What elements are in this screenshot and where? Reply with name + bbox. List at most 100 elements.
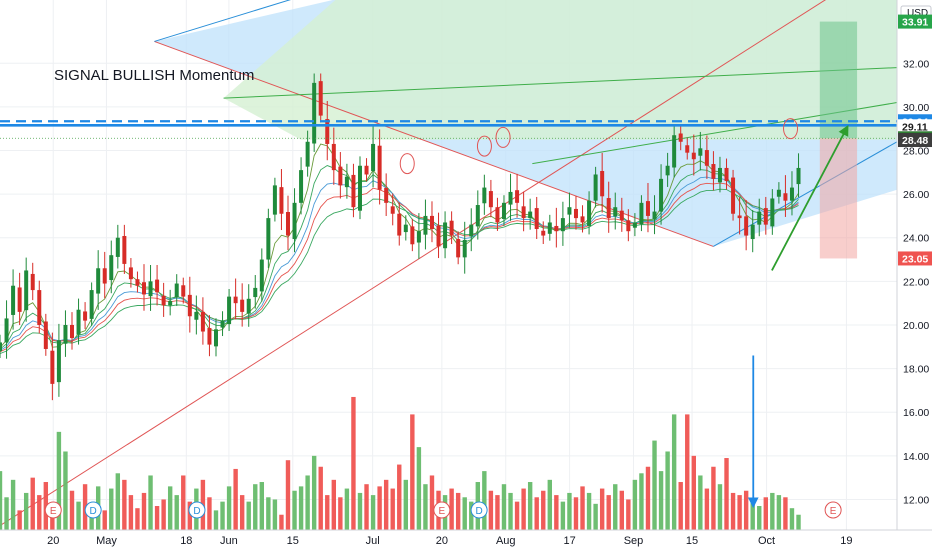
- candle-body: [312, 82, 317, 144]
- candle-body: [528, 211, 533, 219]
- candle-body: [711, 164, 716, 179]
- volume-bar: [455, 492, 461, 530]
- volume-bar: [390, 488, 395, 530]
- x-tick-label: 18: [180, 535, 192, 547]
- candle-body: [200, 311, 205, 332]
- candle-body: [632, 222, 637, 228]
- volume-bar: [717, 484, 723, 530]
- volume-bar: [495, 495, 500, 530]
- volume-bar: [226, 486, 232, 530]
- volume-bar: [4, 497, 9, 530]
- candle-body: [547, 222, 552, 234]
- x-tick-label: 20: [47, 535, 59, 547]
- y-axis-panel: [897, 0, 932, 550]
- candle-body: [30, 273, 35, 291]
- candle-body: [377, 145, 382, 190]
- volume-bar: [639, 473, 644, 530]
- earnings-marker: [433, 501, 451, 519]
- candle-body: [390, 206, 395, 214]
- x-axis: 20 May 18 Jun 15 Jul 20 Aug 17 Sep 15 Oct 19: [0, 529, 932, 550]
- candle-layer: [0, 73, 801, 401]
- candle-body: [17, 287, 22, 312]
- volume-bar: [279, 514, 284, 530]
- candle-body: [469, 224, 474, 237]
- volume-bar: [154, 506, 160, 530]
- volume-bar: [109, 488, 114, 530]
- volume-bar: [527, 482, 533, 530]
- price-badge: [898, 14, 932, 29]
- volume-bar: [626, 499, 631, 530]
- volume-bar: [757, 506, 762, 530]
- candle-body: [587, 200, 592, 226]
- highlight-circle: [399, 153, 415, 175]
- candle-body: [796, 167, 801, 185]
- x-tick-label: Sep: [624, 535, 644, 547]
- x-tick-label: 19: [840, 535, 852, 547]
- candle-body: [678, 133, 683, 142]
- volume-bar: [82, 484, 88, 530]
- volume-bar: [796, 514, 801, 530]
- candle-body: [50, 350, 55, 384]
- volume-bar: [325, 495, 330, 530]
- candle-body: [148, 281, 153, 297]
- candle-body: [227, 296, 232, 325]
- volume-bar: [698, 475, 703, 530]
- candle-body: [443, 222, 448, 249]
- candle-body: [600, 170, 605, 197]
- highlight-circle: [783, 118, 799, 140]
- volume-bar: [462, 497, 467, 530]
- candle-body: [266, 218, 271, 260]
- candle-body: [76, 309, 81, 335]
- volume-bar: [122, 479, 127, 530]
- volume-bar: [469, 501, 474, 530]
- ema-ribbon: [0, 176, 799, 351]
- volume-bar: [416, 447, 422, 530]
- target-stop-zone: [819, 138, 858, 259]
- candle-body: [11, 285, 16, 315]
- volume-bar: [789, 508, 795, 530]
- y-tick-label: 26.00: [903, 189, 929, 201]
- x-tick-label: Jun: [220, 535, 238, 547]
- candle-body: [619, 210, 624, 221]
- candle-body: [423, 215, 428, 235]
- candle-body: [168, 300, 173, 306]
- candle-body: [371, 143, 376, 171]
- dividend-marker: [84, 501, 102, 519]
- volume-bar: [285, 460, 291, 530]
- volume-bar: [213, 510, 219, 530]
- volume-bar: [514, 501, 520, 530]
- candle-body: [495, 207, 500, 223]
- volume-bar: [364, 484, 369, 530]
- fork-blue-lower: [713, 141, 898, 247]
- candle-body: [776, 189, 781, 197]
- candle-body: [325, 119, 330, 144]
- candle-body: [56, 340, 61, 383]
- volume-bar: [619, 490, 624, 530]
- volume-bar: [76, 501, 81, 530]
- y-tick-label: 18.00: [903, 364, 929, 376]
- volume-bar: [730, 492, 736, 530]
- price-badge-label: 28.48: [902, 135, 928, 147]
- dividend-marker: [188, 501, 206, 519]
- volume-bar: [508, 492, 513, 530]
- volume-bar: [691, 455, 696, 530]
- candle-body: [665, 165, 670, 176]
- volume-bar: [305, 475, 310, 530]
- candle-body: [789, 187, 794, 201]
- volume-bar: [645, 466, 651, 530]
- volume-bar: [783, 497, 788, 530]
- x-tick-label: 20: [436, 535, 448, 547]
- candle-body: [554, 225, 559, 232]
- candle-body: [685, 145, 690, 153]
- y-tick-label: 20.00: [903, 320, 929, 332]
- volume-bar: [383, 479, 389, 530]
- highlight-circle: [495, 126, 511, 148]
- y-tick-label: 32.00: [903, 58, 929, 70]
- volume-bar: [259, 482, 265, 530]
- candle-body: [456, 239, 461, 258]
- target-profit-zone: [819, 21, 858, 139]
- candle-body: [102, 268, 107, 284]
- fork-green-line: [223, 67, 898, 99]
- volume-bar: [351, 396, 356, 530]
